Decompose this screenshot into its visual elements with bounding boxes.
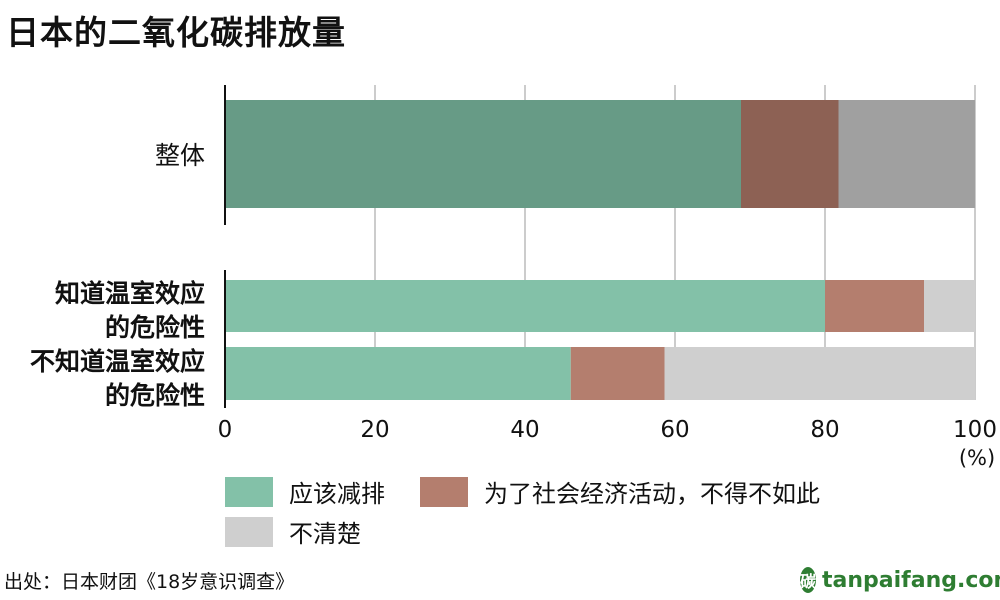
chart-title: 日本的二氧化碳排放量 <box>6 13 346 52</box>
source-note: 出处：日本财团《18岁意识调查》 <box>4 571 295 593</box>
category-label: 知道温室效应 <box>55 279 205 308</box>
bar-segment-economy <box>825 280 924 332</box>
x-tick-label: 100 <box>953 417 997 443</box>
category-label: 整体 <box>155 141 205 170</box>
watermark-text: tanpaifang.com <box>822 567 1000 593</box>
x-axis-unit: (%) <box>959 446 995 470</box>
legend-item-unclear: 不清楚 <box>225 514 361 549</box>
x-tick-label: 80 <box>810 417 839 443</box>
legend-label: 应该减排 <box>289 480 385 508</box>
bar-segment-should-reduce <box>225 280 825 332</box>
bar-segment-economy <box>741 100 839 208</box>
bar-segment-unclear <box>664 347 975 400</box>
legend-swatch-economy <box>420 476 468 507</box>
watermark: 碳 tanpaifang.com <box>770 562 1000 598</box>
x-tick-label: 40 <box>510 417 539 443</box>
category-label: 不知道温室效应 <box>30 347 205 376</box>
legend-swatch-unclear <box>225 516 273 547</box>
category-label: 的危险性 <box>105 381 205 410</box>
legend-label: 为了社会经济活动，不得不如此 <box>484 480 820 508</box>
x-tick-label: 0 <box>218 417 233 443</box>
legend-label: 不清楚 <box>289 520 361 548</box>
legend-swatch-should-reduce <box>225 476 273 507</box>
bar-segment-unclear <box>924 280 975 332</box>
bar-segment-should-reduce <box>225 100 741 208</box>
legend-item-should-reduce: 应该减排 <box>225 474 385 509</box>
bar-segment-unclear <box>838 100 975 208</box>
bar-layer <box>225 100 975 400</box>
x-tick-label: 20 <box>360 417 389 443</box>
bar-segment-should-reduce <box>225 347 571 400</box>
category-label: 的危险性 <box>105 313 205 342</box>
legend-item-economy: 为了社会经济活动，不得不如此 <box>420 474 820 509</box>
x-tick-label: 60 <box>660 417 689 443</box>
bar-segment-economy <box>570 347 665 400</box>
leaf-logo-icon: 碳 <box>800 567 817 593</box>
